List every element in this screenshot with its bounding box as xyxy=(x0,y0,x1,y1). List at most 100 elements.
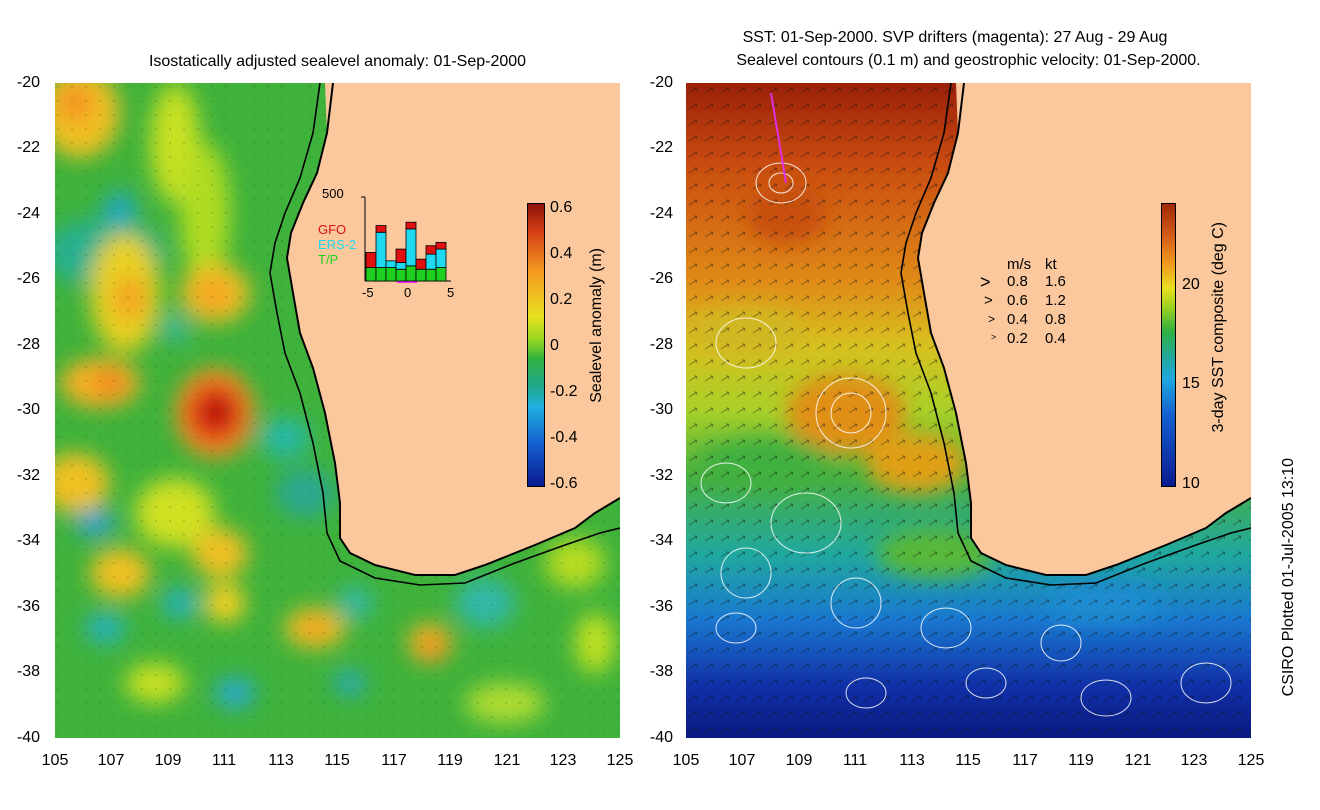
velocity-row-kt: 1.6 xyxy=(1045,273,1066,290)
lat-label: -32 xyxy=(649,467,673,484)
lat-label: -20 xyxy=(649,74,673,91)
lon-label: 117 xyxy=(381,752,407,769)
inset-bar-ers xyxy=(425,253,437,270)
inset-bar-gfo xyxy=(375,225,387,233)
velocity-row-ms: 0.4 xyxy=(1007,311,1028,328)
lat-label: -22 xyxy=(16,139,40,156)
lat-label: -28 xyxy=(649,336,673,353)
inset-bar-tp xyxy=(365,267,377,282)
inset-legend-gfo: GFO xyxy=(318,222,347,237)
lon-label: 111 xyxy=(211,752,237,769)
lon-label: 105 xyxy=(672,752,700,769)
sealevel-colorbar-label: Sealevel anomaly (m) xyxy=(588,248,605,403)
svp-drifter-track xyxy=(770,92,787,184)
lat-label: -38 xyxy=(16,663,40,680)
sst-colorbar xyxy=(1161,203,1176,487)
inset-bar-tp xyxy=(415,268,427,282)
inset-ymax-label: 500 xyxy=(322,186,344,201)
inset-bar-tp xyxy=(425,268,437,282)
right-map-title-line1: SST: 01-Sep-2000. SVP drifters (magenta)… xyxy=(742,29,1168,46)
velocity-row-ms: 0.6 xyxy=(1007,292,1028,309)
right-map-title-line2: Sealevel contours (0.1 m) and geostrophi… xyxy=(736,52,1201,69)
colorbar-tick: 0.6 xyxy=(550,199,573,216)
lon-label: 113 xyxy=(899,752,925,769)
velocity-arrow-icon: > xyxy=(991,332,997,342)
velocity-row-ms: 0.2 xyxy=(1007,330,1028,347)
lat-label: -36 xyxy=(16,598,40,615)
inset-bar-ers xyxy=(435,248,447,268)
velocity-row-kt: 0.4 xyxy=(1045,330,1066,347)
lon-label: 109 xyxy=(154,752,182,769)
lon-label: 121 xyxy=(1124,752,1152,769)
inset-xtick: -5 xyxy=(362,285,374,300)
inset-bar-tp xyxy=(385,267,397,282)
sst-map xyxy=(686,83,1251,738)
lat-label: -38 xyxy=(649,663,673,680)
inset-bar-ers xyxy=(385,260,397,268)
sealevel-colorbar xyxy=(527,203,545,487)
inset-bar-gfo xyxy=(365,252,377,268)
colorbar-tick: 0 xyxy=(550,337,559,354)
inset-bar-tp xyxy=(395,268,407,282)
inset-bar-gfo xyxy=(435,241,447,250)
velocity-row-kt: 1.2 xyxy=(1045,292,1066,309)
lon-label: 111 xyxy=(842,752,868,769)
velocity-row-ms: 0.8 xyxy=(1007,273,1028,290)
velocity-header-kt: kt xyxy=(1045,256,1057,273)
lat-label: -24 xyxy=(649,205,673,222)
lon-label: 117 xyxy=(1012,752,1038,769)
lat-label: -32 xyxy=(16,467,40,484)
lon-label: 125 xyxy=(606,752,634,769)
lat-label: -36 xyxy=(649,598,673,615)
lon-label: 113 xyxy=(268,752,294,769)
colorbar-tick: -0.6 xyxy=(550,475,578,492)
lat-label: -26 xyxy=(16,270,40,287)
colorbar-tick: 15 xyxy=(1182,375,1200,392)
lat-label: -34 xyxy=(649,532,673,549)
shelf-contour xyxy=(269,83,620,586)
inset-legend-tp: T/P xyxy=(318,252,339,267)
lon-label: 107 xyxy=(728,752,756,769)
lat-label: -30 xyxy=(649,401,673,418)
velocity-arrow-icon: > xyxy=(988,312,996,326)
colorbar-tick: 0.4 xyxy=(550,245,573,262)
inset-bar-ers xyxy=(405,228,417,267)
lat-label: -30 xyxy=(16,401,40,418)
lon-label: 119 xyxy=(1068,752,1094,769)
colorbar-tick: -0.2 xyxy=(550,383,578,400)
csiro-credit: CSIRO Plotted 01-Jul-2005 13:10 xyxy=(1280,458,1297,697)
colorbar-tick: 20 xyxy=(1182,276,1200,293)
inset-bar-gfo xyxy=(405,221,417,230)
lat-label: -26 xyxy=(649,270,673,287)
lon-label: 105 xyxy=(41,752,69,769)
inset-legend-ers2: ERS-2 xyxy=(318,237,357,252)
lon-label: 119 xyxy=(437,752,463,769)
lon-label: 123 xyxy=(1180,752,1208,769)
sst-colorbar-label: 3-day SST composite (deg C) xyxy=(1210,222,1227,433)
coastline xyxy=(285,83,620,576)
inset-xtick: 5 xyxy=(447,285,455,300)
inset-bars xyxy=(365,221,447,282)
lat-label: -22 xyxy=(649,139,673,156)
inset-bar-tp xyxy=(435,267,447,282)
shelf-contour xyxy=(900,83,1251,586)
velocity-arrow-icon: > xyxy=(980,272,991,292)
inset-bar-gfo xyxy=(425,245,437,255)
lon-label: 125 xyxy=(1237,752,1265,769)
lon-label: 121 xyxy=(493,752,521,769)
inset-xtick: 0 xyxy=(404,285,412,300)
velocity-arrow-icon: > xyxy=(984,292,993,309)
lon-label: 109 xyxy=(785,752,813,769)
coastline xyxy=(916,83,1251,576)
sealevel-contours xyxy=(700,162,1232,717)
lon-label: 115 xyxy=(955,752,981,769)
left-map-title: Isostatically adjusted sealevel anomaly:… xyxy=(148,53,527,70)
lat-label: -34 xyxy=(16,532,40,549)
inset-bar-tp xyxy=(375,267,387,282)
velocity-header-ms: m/s xyxy=(1007,256,1032,273)
lon-label: 115 xyxy=(324,752,350,769)
lat-label: -20 xyxy=(16,74,40,91)
lat-label: -40 xyxy=(16,729,40,746)
inset-bar-ers xyxy=(395,262,407,270)
lon-label: 123 xyxy=(549,752,577,769)
